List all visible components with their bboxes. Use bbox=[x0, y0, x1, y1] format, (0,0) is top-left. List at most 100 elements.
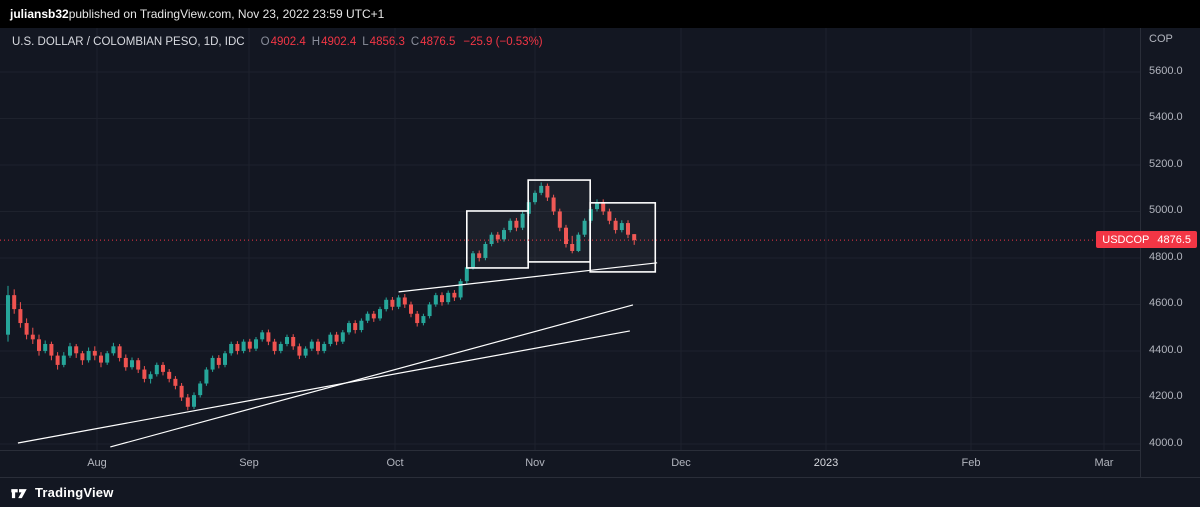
candle-body bbox=[49, 343, 54, 356]
candle-body bbox=[185, 397, 190, 407]
candle-body bbox=[80, 353, 85, 361]
candle-body bbox=[68, 346, 72, 356]
candle-body bbox=[37, 339, 41, 351]
candle-body bbox=[99, 355, 103, 363]
candle-body bbox=[123, 357, 128, 368]
candle-body bbox=[18, 309, 23, 324]
trend-line bbox=[17, 330, 630, 444]
footer: TradingView bbox=[0, 477, 1200, 507]
candle-body bbox=[74, 346, 79, 354]
candle-body bbox=[198, 383, 203, 396]
symbol-legend: U.S. DOLLAR / COLOMBIAN PESO, 1D, IDC O 49… bbox=[12, 36, 543, 48]
candle-body bbox=[117, 346, 122, 358]
candle-body bbox=[390, 299, 395, 307]
time-tick-label: 2023 bbox=[813, 457, 839, 469]
candle-body bbox=[446, 292, 451, 303]
candle-body bbox=[551, 197, 556, 212]
candle-body bbox=[30, 334, 35, 340]
candle-body bbox=[216, 357, 221, 365]
candle-body bbox=[12, 295, 17, 310]
footer-brand[interactable]: TradingView bbox=[35, 485, 114, 500]
chart-container[interactable]: U.S. DOLLAR / COLOMBIAN PESO, 1D, IDC O 49… bbox=[0, 28, 1200, 477]
candle-body bbox=[260, 332, 265, 340]
candle-body bbox=[452, 292, 457, 298]
candle-body bbox=[514, 220, 519, 228]
candle-body bbox=[161, 364, 165, 372]
last-price-symbol: USDCOP bbox=[1102, 233, 1150, 246]
candlestick-chart[interactable] bbox=[0, 28, 1140, 450]
candle-body bbox=[607, 211, 612, 221]
candle-body bbox=[632, 234, 637, 241]
tradingview-logo-icon[interactable] bbox=[10, 484, 28, 502]
candle-body bbox=[322, 343, 327, 351]
candle-body bbox=[316, 341, 320, 351]
ohlc-high-label: H bbox=[311, 36, 321, 48]
time-tick-label: Aug bbox=[87, 457, 107, 469]
candle-body bbox=[309, 341, 314, 349]
candle-body bbox=[427, 304, 432, 317]
candle-body bbox=[61, 355, 66, 365]
time-tick-label: Nov bbox=[525, 457, 545, 469]
ohlc-high-value: 4902.4 bbox=[321, 36, 357, 48]
ohlc-low-label: L bbox=[362, 36, 369, 48]
candle-body bbox=[396, 297, 401, 307]
ohlc-low-value: 4856.3 bbox=[369, 36, 405, 48]
candle-body bbox=[223, 353, 227, 365]
candle-body bbox=[557, 211, 562, 228]
candle-body bbox=[210, 357, 215, 370]
publish-bar: juliansb32 published on TradingView.com,… bbox=[0, 0, 1200, 28]
candle-body bbox=[533, 192, 537, 203]
trend-line bbox=[110, 304, 634, 448]
candle-body bbox=[421, 316, 426, 324]
price-tick-label: 5000.0 bbox=[1149, 204, 1183, 217]
candle-body bbox=[582, 220, 587, 235]
candle-body bbox=[192, 395, 196, 407]
candle-body bbox=[458, 281, 463, 298]
price-axis-currency: COP bbox=[1149, 33, 1173, 45]
candle-body bbox=[24, 323, 29, 335]
time-tick-label: Sep bbox=[239, 457, 259, 469]
candle-body bbox=[204, 369, 209, 384]
candle-body bbox=[378, 309, 382, 319]
candle-body bbox=[409, 304, 413, 314]
candle-body bbox=[353, 323, 358, 331]
candle-body bbox=[6, 295, 10, 335]
candle-body bbox=[340, 332, 345, 342]
price-tick-label: 4200.0 bbox=[1149, 390, 1183, 403]
candle-body bbox=[241, 341, 246, 351]
candle-body bbox=[179, 385, 184, 398]
time-tick-label: Oct bbox=[386, 457, 404, 469]
ohlc-close-label: C bbox=[410, 36, 420, 48]
candle-body bbox=[43, 343, 48, 351]
candle-body bbox=[105, 353, 110, 363]
candle-body bbox=[384, 299, 389, 310]
symbol-title: U.S. DOLLAR / COLOMBIAN PESO, 1D, IDC bbox=[12, 36, 245, 48]
time-tick-label: Dec bbox=[671, 457, 691, 469]
price-tick-label: 4800.0 bbox=[1149, 250, 1183, 263]
trend-line bbox=[398, 262, 658, 293]
time-tick-label: Feb bbox=[961, 457, 981, 469]
candle-body bbox=[167, 371, 172, 379]
candle-body bbox=[148, 374, 153, 379]
price-axis[interactable]: COP 5600.0 5400.0 5200.0 5000.0 4800.0 4600.0… bbox=[1140, 28, 1200, 477]
candle-body bbox=[229, 343, 234, 354]
candle-body bbox=[254, 339, 258, 349]
candle-body bbox=[347, 323, 351, 333]
time-axis[interactable]: Aug Sep Oct Nov Dec 2023 Feb Mar bbox=[0, 450, 1140, 477]
candle-body bbox=[464, 267, 469, 282]
price-tick-label: 4600.0 bbox=[1149, 297, 1183, 310]
candle-body bbox=[303, 348, 308, 356]
candle-body bbox=[520, 213, 525, 228]
candle-body bbox=[111, 346, 116, 354]
candle-body bbox=[576, 234, 581, 251]
price-tick-label: 5200.0 bbox=[1149, 157, 1183, 170]
candle-body bbox=[173, 378, 178, 386]
candle-body bbox=[235, 343, 240, 351]
ohlc-open-label: O bbox=[260, 36, 270, 48]
candle-body bbox=[564, 227, 568, 244]
candle-body bbox=[86, 350, 91, 361]
last-price-value: 4876.5 bbox=[1157, 233, 1191, 246]
candle-body bbox=[440, 295, 444, 303]
candle-body bbox=[471, 253, 475, 268]
candle-body bbox=[266, 332, 271, 342]
